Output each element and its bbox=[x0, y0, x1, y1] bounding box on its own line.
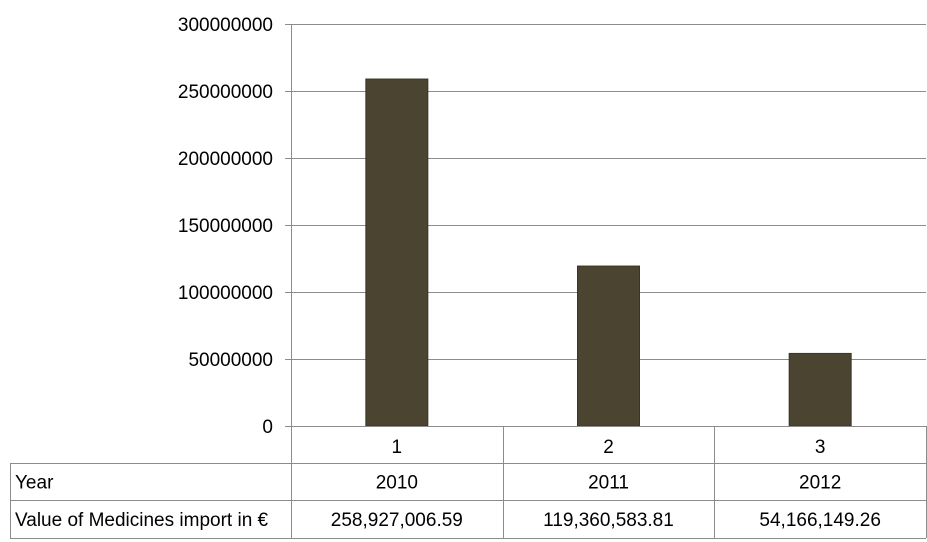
table-cell: 2012 bbox=[799, 473, 841, 494]
table-cell: 2010 bbox=[376, 473, 418, 494]
axes bbox=[285, 24, 926, 427]
x-category-label: 2 bbox=[603, 437, 614, 458]
bars bbox=[365, 78, 852, 427]
y-tick-label: 150000000 bbox=[178, 216, 273, 237]
x-axis-category-labels: 1 2 3 bbox=[392, 437, 826, 458]
table-cell: 54,166,149.26 bbox=[759, 510, 881, 531]
table-row-header: Value of Medicines import in € bbox=[15, 510, 269, 531]
x-category-label: 1 bbox=[392, 437, 403, 458]
table-cell: 258,927,006.59 bbox=[331, 510, 463, 531]
y-tick-label: 200000000 bbox=[178, 149, 273, 170]
table-cell: 119,360,583.81 bbox=[543, 510, 674, 531]
bar-1 bbox=[365, 78, 429, 427]
y-axis-tick-labels: 0 50000000 100000000 150000000 200000000 2500… bbox=[178, 15, 273, 438]
y-tick-label: 250000000 bbox=[178, 82, 273, 103]
x-category-label: 3 bbox=[815, 437, 826, 458]
y-tick-label: 0 bbox=[262, 417, 273, 438]
y-tick-label: 300000000 bbox=[178, 15, 273, 36]
y-tick-label: 100000000 bbox=[178, 283, 273, 304]
table-row-header: Year bbox=[15, 473, 54, 494]
data-table: Year 2010 2011 2012 Value of Medicines impor… bbox=[10, 426, 927, 539]
table-cell: 2011 bbox=[588, 473, 629, 494]
y-tick-label: 50000000 bbox=[188, 350, 273, 371]
bar-3 bbox=[788, 352, 852, 427]
bar-2 bbox=[577, 265, 640, 427]
